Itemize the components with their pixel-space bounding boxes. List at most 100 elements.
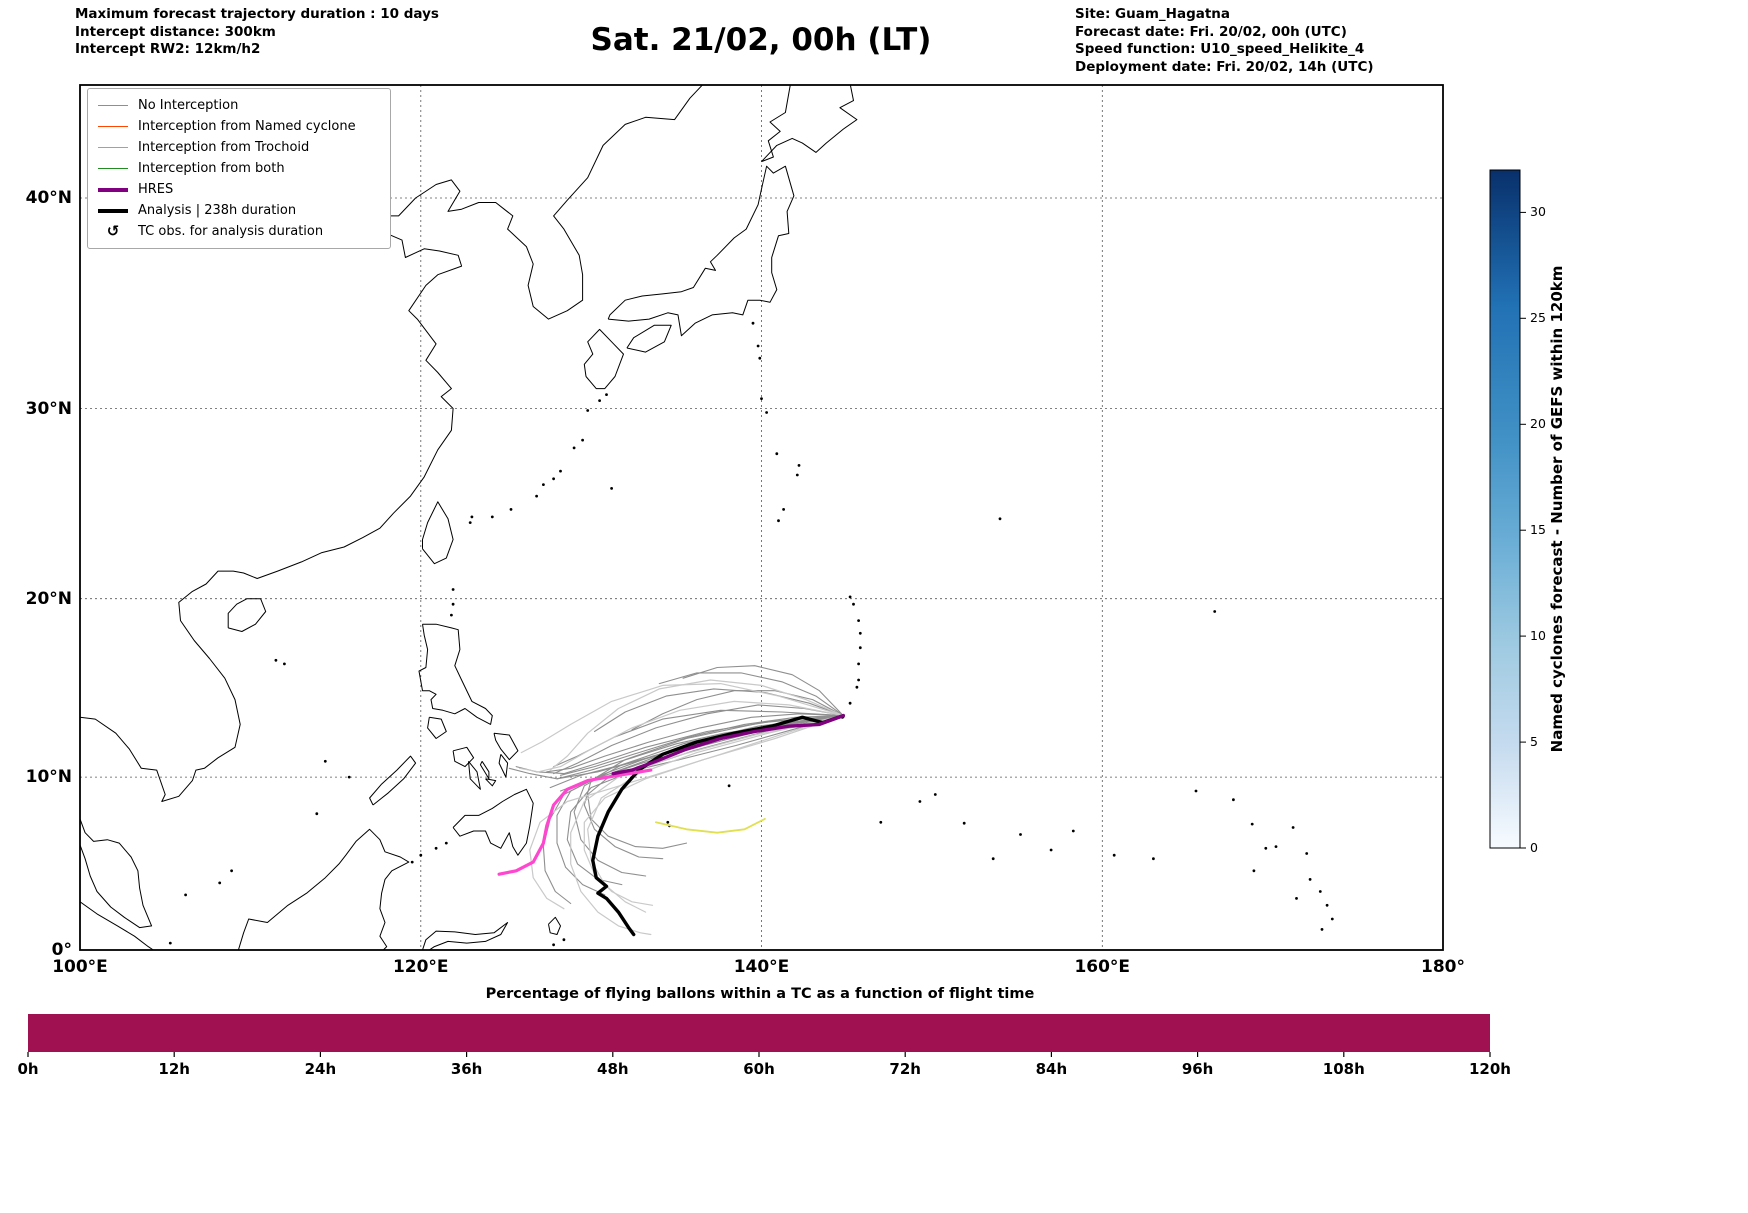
coastline [761,85,858,163]
island-dot [410,860,414,864]
coastline [80,85,704,802]
island-dot [1325,903,1329,907]
legend-item-label: Analysis | 238h duration [138,203,297,218]
island-dot [775,452,779,456]
island-dot [1305,852,1309,855]
island-dot [765,411,768,414]
tc-obs-icon: ↺ [106,222,120,240]
colorbar-tick-label: 15 [1530,522,1546,538]
site-info-line: Speed function: U10_speed_Helikite_4 [1075,41,1365,57]
trajectory-gefs-02 [559,715,844,776]
island-dot [1250,822,1254,826]
island-dot [490,515,494,519]
trajectory-gefs-26 [583,714,844,906]
colorbar-tick-label: 25 [1530,310,1546,326]
map-legend: No Interception Interception from Named … [87,88,391,249]
trajectory-gefs-09 [682,665,844,717]
legend-item: HRES [98,179,380,200]
island-dot [1112,853,1116,857]
site-info: Site: Guam_Hagatna Forecast date: Fri. 2… [1075,6,1374,76]
island-dot [1295,897,1298,900]
island-dot [274,658,278,662]
island-dot [848,595,852,599]
island-dot [1291,826,1295,829]
island-dot [1213,610,1217,613]
island-dot [1308,878,1312,881]
island-dot [559,469,562,473]
island-dot [1330,917,1334,921]
coastline [369,755,417,806]
y-tick-label: 30°N [25,398,72,419]
island-dot [857,619,860,622]
island-dot [797,464,801,467]
site-info-line: Forecast date: Fri. 20/02, 00h (UTC) [1075,23,1347,40]
island-dot [879,820,883,824]
island-dot [470,515,474,519]
island-dot [1274,845,1278,848]
coastline [498,753,509,778]
trajectory-gefs-18 [583,715,844,860]
trajectory-gefs-03 [593,688,844,733]
trajectory-gefs-11 [553,709,844,768]
colorbar [1489,169,1521,849]
island-dot [918,800,922,803]
site-info-line: Deployment date: Fri. 20/02, 14h (UTC) [1075,58,1374,75]
map-frame [79,84,1444,951]
map-coastlines [80,85,1334,950]
site-info-line: Site: Guam_Hagatna [1075,6,1231,22]
island-dot [795,473,799,477]
colorbar-tick-label: 0 [1530,840,1538,855]
balloon-bar [28,1014,1490,1052]
coastline [626,324,672,353]
trajectory-hres [611,713,845,776]
island-dot [572,446,576,450]
coastline [493,732,519,761]
bottom-tick-label: 0h [17,1060,39,1078]
island-dot [598,399,601,402]
island-dot [605,393,608,396]
coastline [422,922,509,950]
island-dot [933,793,937,796]
bottom-tick-label: 12h [158,1060,190,1078]
island-dot [1071,829,1075,833]
y-tick-label: 20°N [25,588,72,609]
legend-item: Analysis | 238h duration [98,200,380,221]
legend-line-swatch [98,146,128,149]
island-dot [552,943,555,947]
island-dot [756,344,760,348]
island-dot [1152,857,1155,861]
island-dot [991,857,995,861]
island-dot [509,508,513,511]
forecast-param-line: Intercept RW2: 12km/h2 [75,41,261,57]
legend-item: Interception from Trochoid [98,137,380,158]
island-dot [666,820,670,824]
legend-item: ↺ TC obs. for analysis duration [98,221,380,242]
bottom-tick-label: 108h [1322,1060,1365,1078]
figure-title: Sat. 21/02, 00h (LT) [590,22,932,58]
x-tick-label: 100°E [52,957,108,977]
bottom-tick-label: 84h [1035,1060,1068,1078]
legend-item-label: Interception from Named cyclone [138,119,356,134]
island-dot [852,602,855,606]
y-tick-label: 0° [51,940,72,960]
bottom-axis-ticks [27,1052,1491,1057]
colorbar-tick-label: 10 [1530,628,1546,644]
y-tick-label: 40°N [25,187,72,208]
coastline [607,165,795,337]
trajectories-layer [497,665,845,937]
forecast-param-line: Maximum forecast trajectory duration : 1… [75,6,439,22]
coastline [227,598,267,632]
island-dot [535,494,538,498]
forecast-param-line: Intercept distance: 300km [75,23,276,40]
coastline [485,778,497,787]
coastline [422,501,454,565]
island-dot [586,409,590,412]
island-dot [218,881,222,885]
trajectory-gefs-16 [566,715,844,886]
coastline [237,828,410,950]
island-dot [998,517,1002,521]
island-dot [468,521,472,524]
legend-item-label: Interception from Trochoid [138,140,310,155]
legend-item: Interception from both [98,158,380,179]
